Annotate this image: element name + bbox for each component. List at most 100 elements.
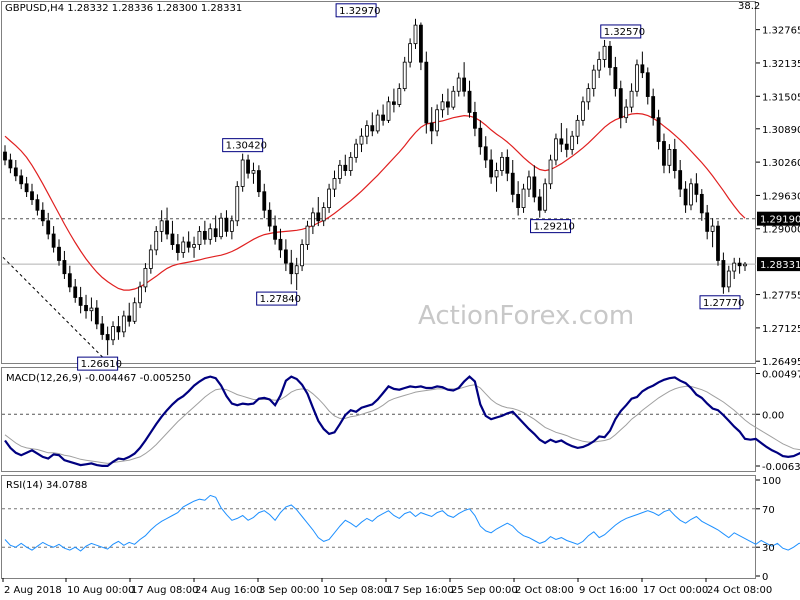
- candle-body: [246, 159, 250, 174]
- candle-body: [624, 106, 629, 119]
- candle: [35, 194, 40, 216]
- callout-box: [530, 219, 572, 234]
- candle: [111, 321, 115, 346]
- candle-body: [678, 170, 683, 190]
- candle: [608, 41, 612, 76]
- candle: [672, 138, 677, 179]
- candle: [570, 130, 575, 155]
- candle-body: [489, 159, 494, 178]
- candle-body: [143, 268, 148, 288]
- candle-body: [564, 143, 569, 150]
- candle: [397, 83, 402, 108]
- candle: [705, 204, 710, 240]
- candle: [473, 101, 477, 137]
- candle: [67, 265, 72, 293]
- candle-body: [181, 241, 186, 253]
- candle: [500, 152, 504, 176]
- candle: [662, 133, 666, 174]
- candle-body: [554, 138, 558, 161]
- candle-body: [586, 88, 591, 103]
- candle: [656, 109, 661, 150]
- candle-body: [645, 72, 650, 97]
- candle: [283, 239, 288, 272]
- candle-body: [710, 225, 715, 232]
- candle: [618, 80, 623, 129]
- candle: [624, 99, 629, 123]
- candle: [100, 315, 105, 340]
- candle: [505, 149, 510, 182]
- price-info-label: GBPUSD,H4 1.28332 1.28336 1.28300 1.2833…: [5, 3, 242, 14]
- candle: [3, 145, 7, 166]
- macd-tick-label: 0.00: [762, 410, 784, 421]
- candle-body: [78, 297, 83, 306]
- candle-body: [532, 176, 537, 198]
- candle-body: [392, 101, 396, 105]
- candle-body: [721, 260, 726, 288]
- candle-body: [591, 69, 596, 90]
- macd-layer: [2, 375, 800, 467]
- candle-body: [84, 305, 88, 312]
- candle: [451, 85, 456, 110]
- candle: [375, 109, 380, 134]
- candle: [289, 249, 294, 285]
- candle-body: [413, 24, 418, 45]
- rsi-label: RSI(14) 34.0788: [6, 480, 87, 491]
- candle-body: [543, 183, 548, 211]
- candle-body: [473, 112, 477, 129]
- candle-body: [424, 61, 429, 124]
- candle-body: [100, 323, 105, 335]
- candle-body: [3, 151, 7, 161]
- candle-body: [19, 175, 24, 185]
- candle-body: [138, 286, 142, 304]
- macd-label: MACD(12,26,9) -0.004467 -0.005250: [6, 373, 191, 384]
- candle: [348, 152, 353, 176]
- candle: [726, 265, 731, 293]
- candle-body: [94, 307, 99, 325]
- candle-body: [321, 207, 326, 222]
- candle: [251, 162, 256, 184]
- candle-body: [62, 260, 67, 275]
- candle-body: [8, 159, 13, 169]
- candle-body: [165, 220, 169, 235]
- candle-body: [289, 262, 294, 275]
- candle: [105, 326, 110, 356]
- candle-body: [13, 167, 18, 177]
- x-tick-label: 2 Aug 2018: [4, 585, 62, 596]
- candle: [521, 183, 526, 213]
- candle: [564, 128, 569, 158]
- candle: [710, 218, 715, 248]
- candle: [462, 62, 467, 97]
- candle: [699, 189, 704, 221]
- candle-body: [651, 96, 656, 119]
- candle: [419, 22, 423, 71]
- candle: [94, 300, 99, 330]
- callout-label: 1.27840: [260, 294, 301, 305]
- candle-body: [640, 64, 645, 74]
- candle: [456, 72, 461, 97]
- candle: [229, 215, 234, 240]
- price-tick-label: 1.27755: [762, 291, 800, 302]
- candle: [202, 220, 207, 245]
- candle-body: [370, 125, 375, 132]
- candle-body: [235, 186, 240, 222]
- candle: [51, 226, 56, 253]
- candle-body: [40, 209, 45, 222]
- price-tick-label: 1.27125: [762, 324, 800, 335]
- candle: [440, 93, 445, 118]
- candle-body: [494, 170, 499, 178]
- candle-body: [192, 244, 196, 248]
- candle: [175, 234, 180, 261]
- x-tick-label: 2 Oct 08:00: [515, 585, 574, 596]
- candle-body: [397, 88, 402, 105]
- rsi-tick-label: 0: [762, 572, 768, 583]
- candle: [278, 228, 283, 258]
- candle-body: [132, 302, 137, 322]
- candle: [327, 183, 331, 213]
- callout-box: [77, 356, 119, 371]
- candle-body: [337, 164, 342, 179]
- candle-body: [521, 188, 526, 208]
- candle-body: [262, 191, 267, 211]
- candle-body: [483, 146, 488, 161]
- x-tick-label: 17 Oct 00:00: [643, 585, 708, 596]
